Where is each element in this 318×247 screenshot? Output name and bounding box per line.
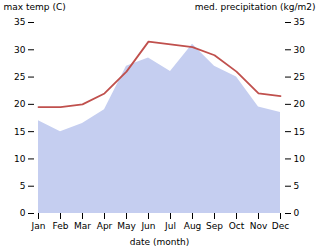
svg-text:35: 35 bbox=[294, 17, 305, 27]
svg-text:10: 10 bbox=[294, 154, 306, 164]
svg-text:Jun: Jun bbox=[140, 221, 155, 231]
svg-text:20: 20 bbox=[294, 99, 306, 109]
svg-text:15: 15 bbox=[294, 127, 305, 137]
svg-text:5: 5 bbox=[294, 181, 300, 191]
svg-text:20: 20 bbox=[14, 99, 26, 109]
svg-text:35: 35 bbox=[14, 17, 25, 27]
svg-text:med. precipitation (kg/m2): med. precipitation (kg/m2) bbox=[195, 2, 316, 12]
svg-text:Dec: Dec bbox=[272, 221, 289, 231]
svg-text:Apr: Apr bbox=[97, 221, 113, 231]
svg-text:15: 15 bbox=[14, 127, 25, 137]
svg-text:Mar: Mar bbox=[74, 221, 91, 231]
svg-text:max temp (C): max temp (C) bbox=[4, 2, 66, 12]
svg-text:May: May bbox=[117, 221, 136, 231]
svg-text:0: 0 bbox=[294, 208, 300, 218]
svg-text:30: 30 bbox=[14, 45, 26, 55]
svg-text:date (month): date (month) bbox=[130, 237, 189, 247]
svg-text:10: 10 bbox=[14, 154, 26, 164]
svg-text:Feb: Feb bbox=[53, 221, 69, 231]
svg-text:Nov: Nov bbox=[250, 221, 268, 231]
svg-text:Jul: Jul bbox=[164, 221, 176, 231]
svg-text:0: 0 bbox=[20, 208, 26, 218]
svg-text:25: 25 bbox=[294, 72, 305, 82]
svg-text:5: 5 bbox=[20, 181, 26, 191]
svg-text:30: 30 bbox=[294, 45, 306, 55]
svg-text:Aug: Aug bbox=[184, 221, 202, 231]
svg-text:Oct: Oct bbox=[229, 221, 245, 231]
svg-text:25: 25 bbox=[14, 72, 25, 82]
svg-text:Sep: Sep bbox=[206, 221, 223, 231]
svg-text:Jan: Jan bbox=[31, 221, 46, 231]
